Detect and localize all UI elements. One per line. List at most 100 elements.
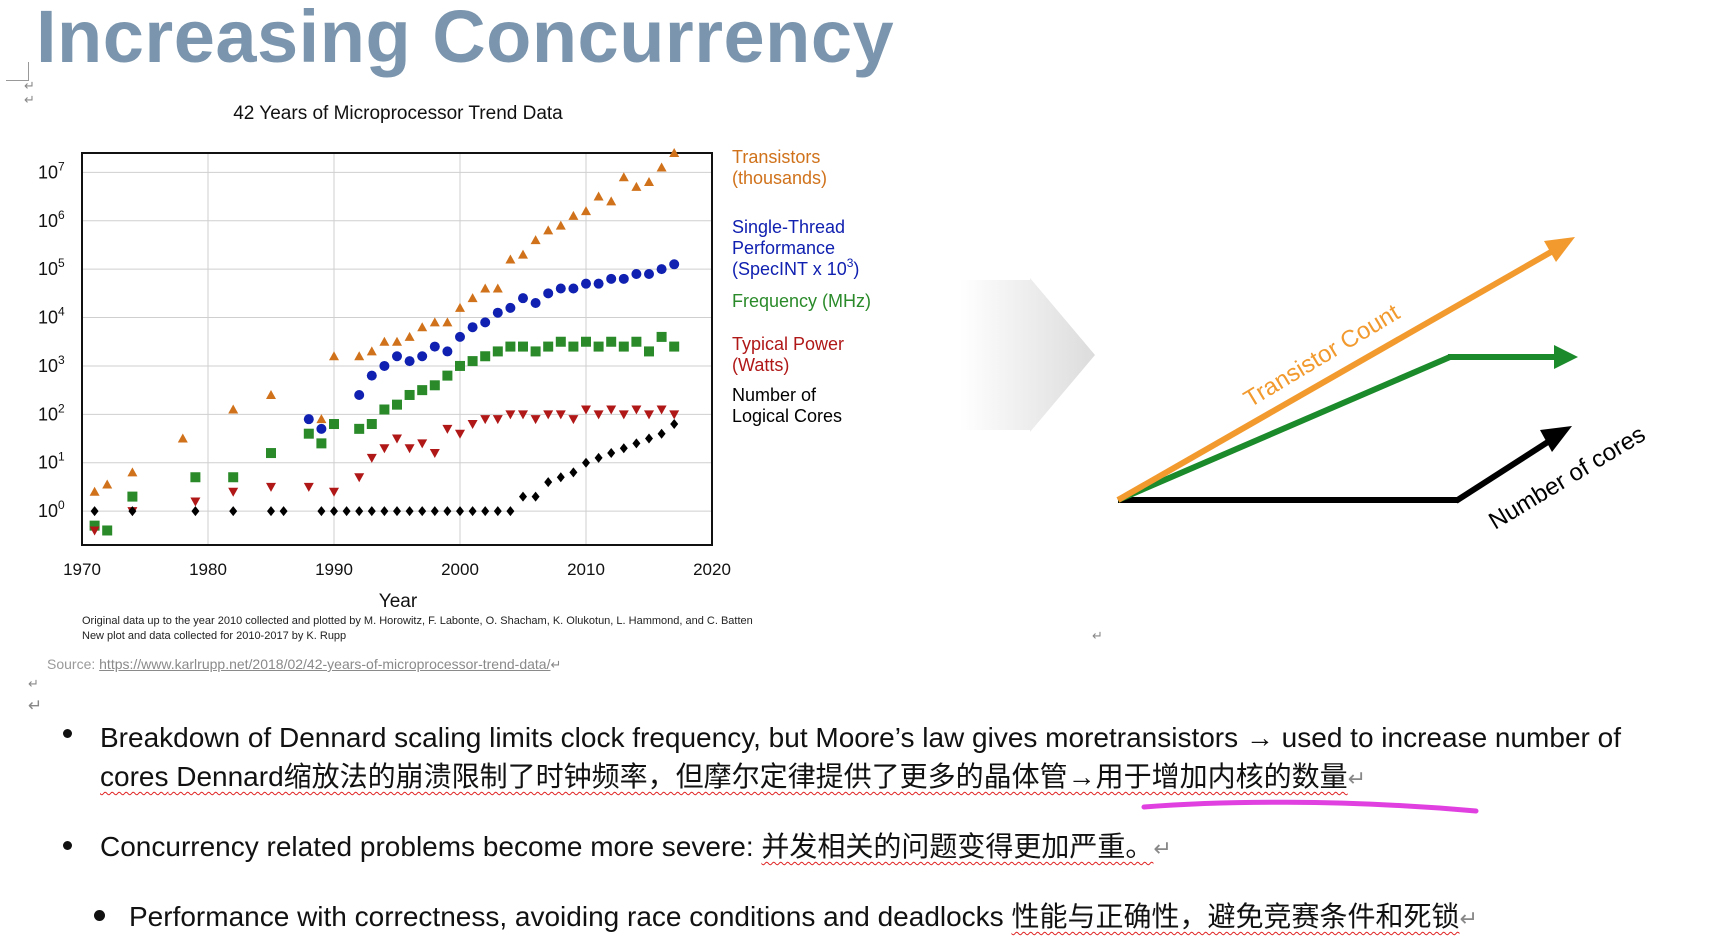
growth-diagram: Transistor Count Number of cores (960, 237, 1650, 536)
data-point (480, 283, 491, 293)
data-point (455, 331, 465, 342)
bullet-2-text-en: Concurrency related problems become more… (100, 831, 762, 862)
data-point (555, 220, 566, 230)
data-point (442, 424, 453, 434)
frequency-line (1116, 354, 1452, 503)
chart-credit-line: New plot and data collected for 2010-201… (82, 630, 347, 642)
paragraph-mark: ↵ (1153, 836, 1172, 861)
data-point (531, 491, 540, 502)
paragraph-mark: ↵ (24, 92, 35, 107)
data-point (329, 351, 339, 361)
data-point (543, 288, 554, 299)
data-point (354, 351, 365, 361)
bullet-1-line-2: cores Dennard缩放法的崩溃限制了时钟频率，但摩尔定律提供了更多的晶体… (100, 757, 1366, 799)
data-point (492, 346, 503, 357)
data-point (492, 307, 503, 318)
data-point (505, 254, 516, 264)
data-point (656, 405, 667, 415)
data-point (606, 273, 617, 284)
data-point (568, 415, 579, 425)
data-point (631, 336, 642, 347)
data-point (556, 472, 565, 483)
data-point (392, 434, 402, 444)
data-point (102, 525, 113, 536)
number-of-cores-label: Number of cores (1484, 421, 1650, 536)
data-point (366, 419, 377, 430)
data-point (518, 293, 528, 304)
data-point (379, 404, 390, 415)
page-title: Increasing Concurrency (36, 0, 895, 78)
legend-entry: Frequency (MHz) (732, 291, 871, 311)
y-tick-label: 107 (38, 159, 65, 182)
data-point (317, 506, 326, 517)
data-point (267, 506, 275, 517)
data-point (366, 453, 377, 463)
source-link[interactable]: https://www.karlrupp.net/2018/02/42-year… (99, 656, 551, 672)
paragraph-mark: ↵ (28, 676, 39, 691)
data-point (530, 415, 541, 425)
chart-grid (82, 153, 712, 545)
data-point (266, 389, 276, 399)
data-point (190, 497, 201, 507)
data-point (543, 225, 554, 235)
data-point (191, 506, 200, 517)
data-point (404, 331, 415, 341)
legend-entry: Number of (732, 385, 817, 405)
bullet-3-text-en: Performance with correctness, avoiding r… (129, 901, 1012, 932)
data-point (505, 341, 516, 352)
data-point (404, 356, 415, 367)
legend-entry: (thousands) (732, 168, 827, 188)
bullet-1-text-zh: Dennard缩放法的崩溃限制了时钟频率，但摩尔定律提供了更多的晶体管→用于增加… (168, 761, 1348, 792)
data-point (228, 487, 239, 497)
paragraph-mark: ↵ (1347, 766, 1367, 791)
data-point (316, 438, 327, 449)
data-point (618, 172, 629, 182)
data-point (467, 356, 478, 367)
data-point (593, 410, 604, 420)
data-point (644, 177, 654, 187)
data-point (606, 196, 617, 206)
data-points (89, 148, 680, 536)
data-point (543, 410, 554, 420)
data-point (190, 472, 201, 483)
data-point (593, 278, 604, 289)
data-point (582, 457, 590, 468)
data-point (393, 506, 401, 517)
data-point (354, 423, 365, 434)
data-point (229, 506, 238, 517)
data-point (480, 351, 491, 362)
legend-entry: Performance (732, 238, 835, 258)
data-point (669, 410, 680, 420)
data-point (442, 317, 453, 327)
data-point (467, 293, 478, 303)
data-point (228, 472, 239, 483)
data-point (90, 506, 99, 517)
data-point (568, 283, 579, 294)
data-point (518, 249, 528, 259)
data-point (379, 444, 390, 454)
data-point (669, 341, 680, 352)
data-point (581, 278, 591, 289)
legend-entry: (SpecINT x 103) (732, 256, 859, 279)
data-point (366, 346, 377, 356)
data-point (330, 506, 338, 517)
paragraph-mark: ↵ (28, 696, 43, 715)
data-point (492, 415, 503, 425)
data-point (417, 322, 428, 332)
frequency-arrowhead-icon (1554, 345, 1578, 369)
data-point (481, 506, 490, 517)
chart-credit-line: Original data up to the year 2010 collec… (82, 615, 753, 627)
data-point (404, 389, 415, 400)
data-point (568, 341, 579, 352)
data-point (618, 410, 629, 420)
data-point (669, 148, 680, 157)
data-point (530, 298, 541, 309)
data-point (102, 479, 113, 489)
data-point (455, 302, 465, 312)
data-point (354, 389, 365, 400)
data-point (581, 405, 591, 415)
data-point (405, 506, 414, 517)
bullet-3: Performance with correctness, avoiding r… (129, 897, 1478, 939)
data-point (568, 210, 579, 220)
data-point (505, 302, 516, 313)
